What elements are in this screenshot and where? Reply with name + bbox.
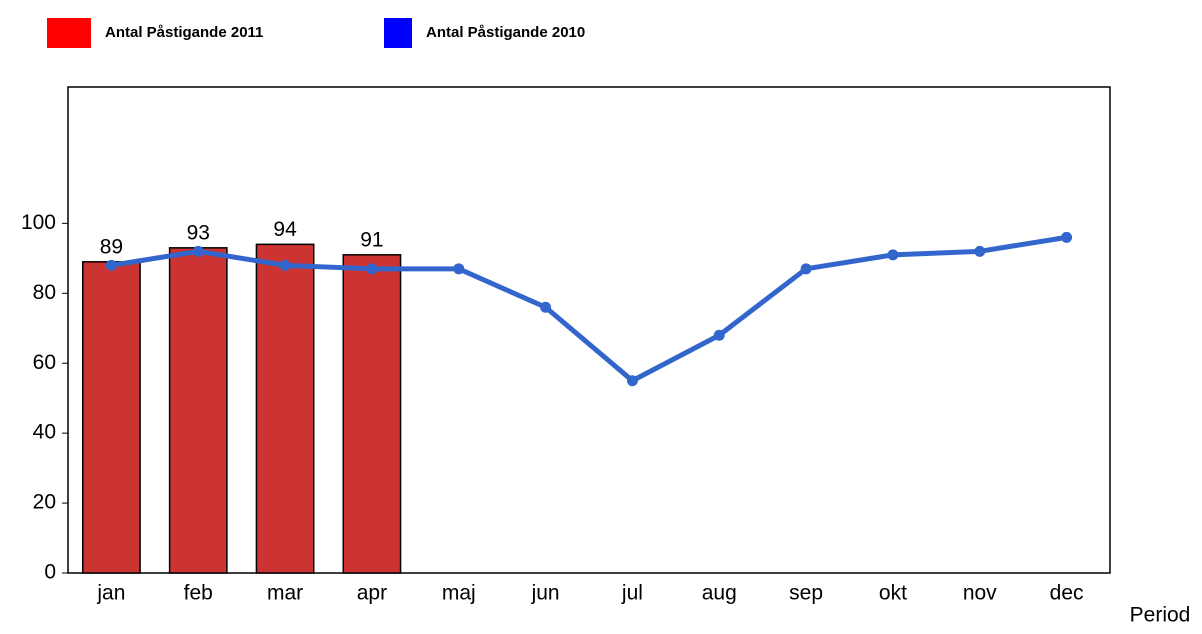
x-tick-label: sep xyxy=(789,582,823,605)
x-tick-label: okt xyxy=(879,582,907,605)
legend-swatch xyxy=(384,18,412,48)
y-tick-label: 100 xyxy=(21,211,56,234)
y-tick-label: 20 xyxy=(33,491,56,514)
y-tick-label: 80 xyxy=(33,281,56,304)
line-point xyxy=(1061,231,1073,243)
x-tick-label: jun xyxy=(531,582,560,605)
y-tick-label: 40 xyxy=(33,421,56,444)
bar xyxy=(82,261,141,574)
x-tick-label: dec xyxy=(1050,582,1084,605)
line-point xyxy=(192,245,204,257)
bar xyxy=(342,254,402,574)
legend-label: Antal Påstigande 2011 xyxy=(105,24,263,41)
line-point xyxy=(279,259,291,271)
x-tick-label: apr xyxy=(357,582,387,605)
data-label: 93 xyxy=(187,221,210,244)
x-tick-label: nov xyxy=(963,582,997,605)
x-axis-label: Period xyxy=(1130,604,1191,627)
data-label: 91 xyxy=(360,228,383,251)
line-point xyxy=(540,301,552,313)
line-point xyxy=(105,259,117,271)
line-point xyxy=(453,263,465,275)
line xyxy=(111,234,1067,384)
legend-swatch xyxy=(47,18,91,48)
line-point xyxy=(800,263,812,275)
line-point xyxy=(974,245,986,257)
line-point xyxy=(366,263,378,275)
plot-frame xyxy=(67,86,1111,574)
line-point xyxy=(713,329,725,341)
line-point xyxy=(626,375,638,387)
x-tick-label: maj xyxy=(442,582,476,605)
y-tick-label: 60 xyxy=(33,351,56,374)
data-label: 94 xyxy=(273,218,297,241)
x-tick-label: feb xyxy=(184,582,213,605)
legend-label: Antal Påstigande 2010 xyxy=(426,24,585,41)
y-tick-label: 0 xyxy=(44,561,56,584)
x-tick-label: aug xyxy=(702,582,737,605)
bar xyxy=(255,243,315,574)
data-label: 89 xyxy=(100,235,123,258)
x-tick-label: jan xyxy=(96,582,125,605)
bar xyxy=(168,247,228,574)
x-tick-label: mar xyxy=(267,582,303,605)
x-tick-label: jul xyxy=(621,582,643,605)
line-point xyxy=(887,249,899,261)
